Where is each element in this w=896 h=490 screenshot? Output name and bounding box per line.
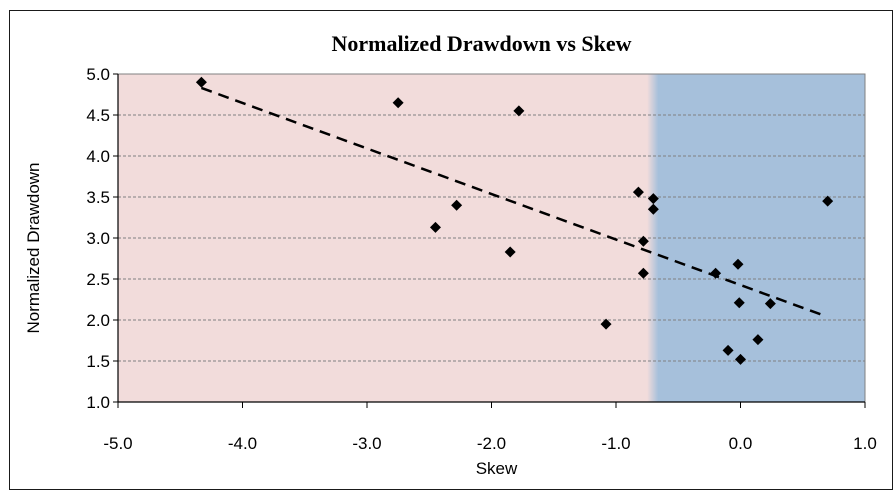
trendline bbox=[200, 86, 824, 317]
data-point bbox=[451, 199, 463, 211]
y-axis-label: Normalized Drawdown bbox=[24, 162, 43, 333]
data-point bbox=[513, 105, 525, 117]
y-tick-label: 2.0 bbox=[86, 311, 110, 330]
y-tick-label: 5.0 bbox=[86, 65, 110, 84]
data-point bbox=[822, 195, 834, 207]
y-tick-label: 1.0 bbox=[86, 393, 110, 412]
x-tick-label: -5.0 bbox=[103, 434, 132, 453]
y-tick-label: 3.5 bbox=[86, 188, 110, 207]
data-point bbox=[647, 203, 659, 215]
data-point bbox=[632, 186, 644, 198]
y-tick-label: 2.5 bbox=[86, 270, 110, 289]
y-tick-label: 3.0 bbox=[86, 229, 110, 248]
y-tick-label: 4.0 bbox=[86, 147, 110, 166]
y-tick-label: 4.5 bbox=[86, 106, 110, 125]
data-point bbox=[429, 221, 441, 233]
x-tick-label: -4.0 bbox=[228, 434, 257, 453]
x-tick-label: -1.0 bbox=[601, 434, 630, 453]
y-tick-label: 1.5 bbox=[86, 352, 110, 371]
data-point bbox=[392, 97, 404, 109]
x-tick-label: 0.0 bbox=[729, 434, 753, 453]
x-tick-label: -3.0 bbox=[352, 434, 381, 453]
x-axis-label: Skew bbox=[476, 459, 518, 478]
data-point bbox=[710, 267, 722, 279]
data-point bbox=[647, 193, 659, 205]
data-point bbox=[722, 344, 734, 356]
chart-title: Normalized Drawdown vs Skew bbox=[331, 31, 631, 56]
data-point bbox=[637, 235, 649, 247]
data-point bbox=[504, 246, 516, 258]
data-point bbox=[752, 334, 764, 346]
x-tick-label: 1.0 bbox=[853, 434, 877, 453]
data-point bbox=[733, 297, 745, 309]
data-point bbox=[732, 258, 744, 270]
data-point bbox=[637, 267, 649, 279]
x-tick-label: -2.0 bbox=[477, 434, 506, 453]
data-point bbox=[735, 353, 746, 365]
data-point bbox=[764, 298, 776, 310]
data-point bbox=[195, 76, 207, 88]
data-point bbox=[600, 318, 612, 330]
